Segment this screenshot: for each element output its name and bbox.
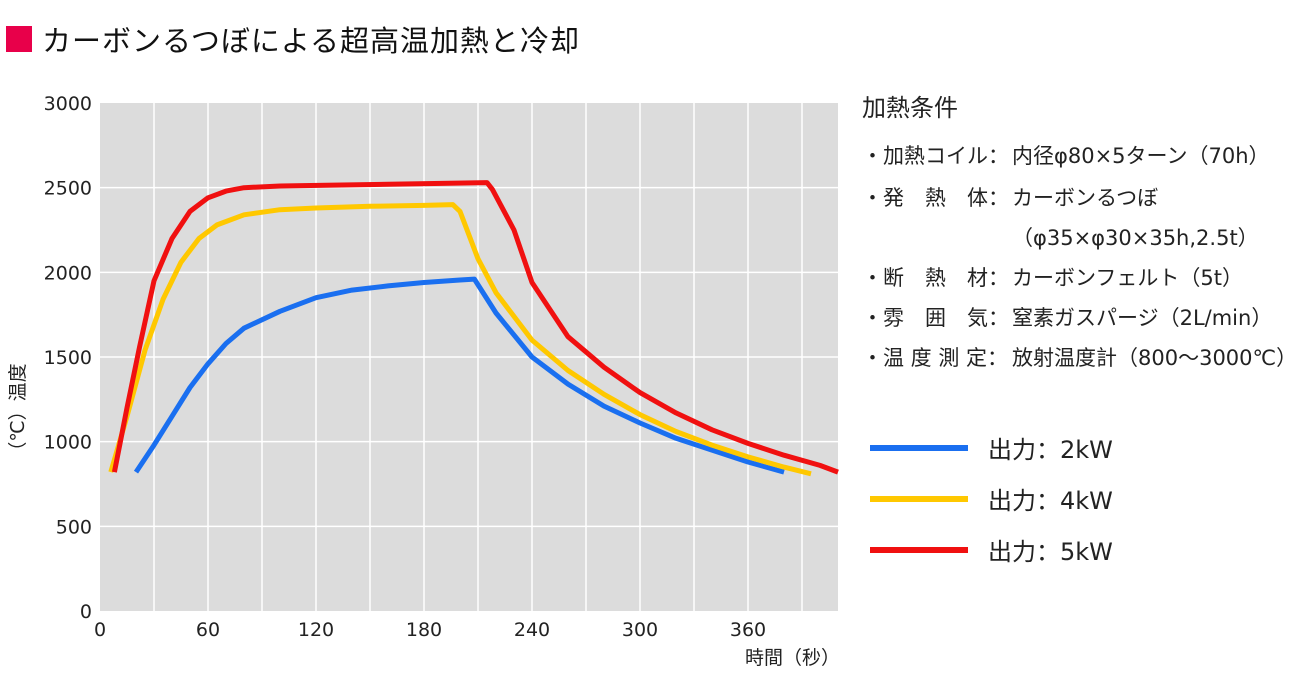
legend-swatch — [870, 444, 968, 451]
x-tick-label: 120 — [298, 619, 334, 641]
condition-value: 放射温度計（800～3000℃） — [1012, 346, 1298, 370]
conditions-heading: 加熱条件 — [862, 94, 958, 122]
x-tick-label: 0 — [94, 619, 106, 641]
legend-swatch — [870, 495, 968, 502]
condition-label: ・加熱コイル： — [862, 144, 1009, 168]
condition-value: カーボンるつぼ — [1012, 186, 1159, 210]
y-tick-label: 1000 — [44, 432, 92, 454]
legend-item: 出力：5kW — [870, 532, 1113, 567]
title-marker-square — [6, 26, 32, 52]
y-tick-label: 3000 — [44, 93, 92, 115]
x-tick-label: 240 — [514, 619, 550, 641]
condition-row: ・加熱コイル： 内径φ80×5ターン（70h） — [862, 140, 1270, 170]
legend-label: 出力：5kW — [988, 538, 1113, 566]
x-tick-label: 300 — [622, 619, 658, 641]
legend-swatch — [870, 546, 968, 553]
y-axis-label: （℃）温度 — [7, 363, 29, 460]
legend-item: 出力：2kW — [870, 430, 1113, 465]
x-axis-label: 時間（秒） — [745, 647, 840, 669]
condition-value: カーボンフェルト（5t） — [1012, 266, 1243, 290]
series-line-3 — [111, 180, 839, 475]
y-tick-label: 500 — [56, 516, 92, 538]
condition-row: ・温 度 測 定： 放射温度計（800～3000℃） — [862, 342, 1297, 372]
condition-label: ・温 度 測 定： — [862, 346, 1009, 370]
x-tick-label: 60 — [196, 619, 220, 641]
y-tick-label: 2500 — [44, 178, 92, 200]
y-tick-label: 0 — [80, 601, 92, 623]
condition-label: ・断 熱 材： — [862, 266, 1009, 290]
series-line-1 — [133, 276, 785, 475]
condition-value: 内径φ80×5ターン（70h） — [1012, 144, 1270, 168]
legend-label: 出力：4kW — [988, 487, 1113, 515]
y-tick-label: 2000 — [44, 262, 92, 284]
title-text: カーボンるつぼによる超高温加熱と冷却 — [42, 24, 580, 58]
condition-row: ・断 熱 材： カーボンフェルト（5t） — [862, 262, 1243, 292]
condition-row: ・発 熱 体： カーボンるつぼ — [862, 182, 1158, 212]
series-line-2 — [108, 202, 812, 477]
y-tick-label: 1500 — [44, 347, 92, 369]
condition-value: （φ35×φ30×35h,2.5t） — [1012, 226, 1259, 250]
x-tick-label: 360 — [730, 619, 766, 641]
legend-label: 出力：2kW — [988, 436, 1113, 464]
condition-row: （φ35×φ30×35h,2.5t） — [862, 222, 1259, 252]
legend-item: 出力：4kW — [870, 481, 1113, 516]
x-tick-label: 180 — [406, 619, 442, 641]
chart-title: カーボンるつぼによる超高温加熱と冷却 — [6, 18, 580, 60]
condition-row: ・雰 囲 気： 窒素ガスパージ（2L/min） — [862, 302, 1272, 332]
condition-value: 窒素ガスパージ（2L/min） — [1012, 306, 1273, 330]
condition-label: ・発 熱 体： — [862, 186, 1009, 210]
condition-label: ・雰 囲 気： — [862, 306, 1009, 330]
